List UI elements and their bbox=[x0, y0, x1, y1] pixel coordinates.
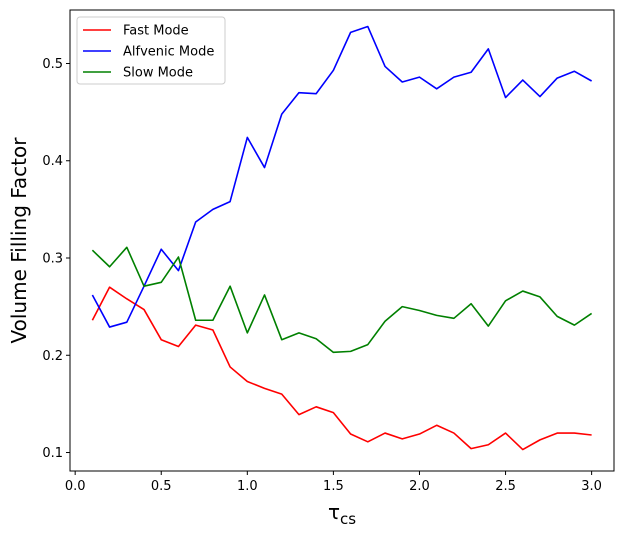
x-tick-label: 2.5 bbox=[495, 479, 516, 494]
y-tick-label: 0.4 bbox=[42, 154, 63, 169]
x-axis-label: τcs bbox=[328, 500, 356, 528]
x-tick-label: 0.0 bbox=[65, 479, 86, 494]
series-line-slow-mode bbox=[91, 246, 593, 354]
x-axis-label-main: τ bbox=[328, 500, 340, 524]
series-lines bbox=[91, 25, 593, 451]
series-line-alfvenic-mode bbox=[91, 25, 593, 328]
plot-area bbox=[69, 9, 615, 472]
legend-box bbox=[76, 16, 226, 85]
x-tick-label: 1.5 bbox=[323, 479, 344, 494]
series-line-fast-mode bbox=[91, 286, 592, 451]
legend: Fast Mode Alfvenic Mode Slow Mode bbox=[76, 16, 226, 85]
y-tick-label: 0.2 bbox=[42, 349, 63, 364]
x-axis-ticks: 0.0 0.5 1.0 1.5 2.0 2.5 3.0 bbox=[65, 471, 602, 494]
legend-label: Alfvenic Mode bbox=[123, 45, 214, 60]
y-tick-label: 0.5 bbox=[42, 57, 63, 72]
legend-label: Slow Mode bbox=[123, 66, 193, 81]
x-tick-label: 0.5 bbox=[151, 479, 172, 494]
y-tick-label: 0.1 bbox=[42, 446, 63, 461]
x-axis-label-subscript: cs bbox=[340, 510, 356, 528]
y-axis-ticks: 0.1 0.2 0.3 0.4 0.5 bbox=[42, 57, 70, 461]
y-axis-label: Volume Filling Factor bbox=[7, 137, 31, 344]
x-tick-label: 3.0 bbox=[581, 479, 602, 494]
x-tick-label: 2.0 bbox=[409, 479, 430, 494]
y-tick-label: 0.3 bbox=[42, 252, 63, 267]
x-tick-label: 1.0 bbox=[237, 479, 258, 494]
legend-label: Fast Mode bbox=[123, 24, 189, 39]
